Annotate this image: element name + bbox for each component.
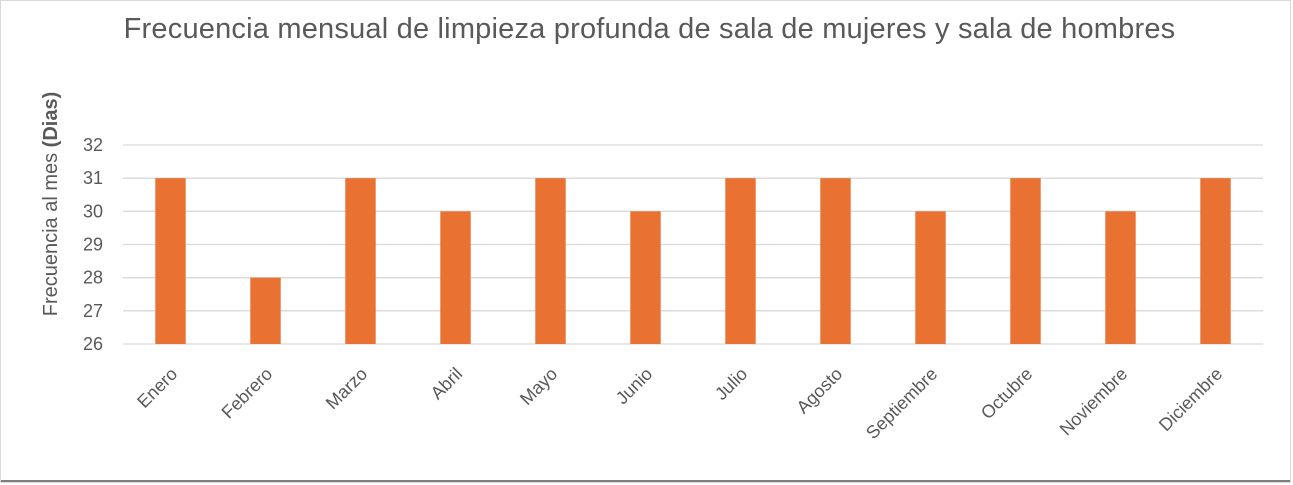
- x-tick-label: Noviembre: [1056, 364, 1132, 440]
- bar-diciembre: [1200, 178, 1231, 344]
- x-tick-labels: Enero Febrero Marzo Abril Mayo Junio Julio Agos…: [133, 364, 1226, 443]
- x-tick-label: Enero: [133, 364, 181, 412]
- y-axis-label-unit: (Dias): [40, 92, 62, 148]
- y-tick-label: 32: [83, 135, 103, 155]
- y-tick-labels: 26 27 28 29 30 31 32: [83, 135, 103, 354]
- x-tick-label: Abril: [427, 364, 467, 404]
- bar-marzo: [345, 178, 376, 344]
- x-tick-label: Septiembre: [862, 364, 941, 443]
- y-axis-label-main: Frecuencia al mes: [40, 147, 62, 316]
- gridlines: [123, 144, 1263, 345]
- bar-noviembre: [1105, 211, 1136, 344]
- bar-octubre: [1010, 178, 1041, 344]
- y-axis-label: Frecuencia al mes (Dias): [40, 92, 62, 317]
- x-tick-label: Agosto: [793, 364, 847, 418]
- bar-febrero: [250, 277, 281, 344]
- bar-abril: [440, 211, 471, 344]
- bar-mayo: [535, 178, 566, 344]
- x-tick-label: Diciembre: [1155, 364, 1226, 435]
- bar-junio: [630, 211, 661, 344]
- bar-septiembre: [915, 211, 946, 344]
- x-tick-label: Julio: [711, 364, 751, 404]
- bar-enero: [155, 178, 186, 344]
- chart-title: Frecuencia mensual de limpieza profunda …: [123, 13, 1176, 45]
- y-tick-label: 30: [83, 201, 103, 221]
- y-tick-label: 27: [83, 301, 103, 321]
- y-tick-label: 29: [83, 235, 103, 255]
- x-tick-label: Junio: [612, 364, 657, 409]
- bottom-border: [1, 480, 1290, 482]
- bars: [155, 178, 1231, 344]
- x-tick-label: Febrero: [218, 364, 277, 423]
- bar-julio: [725, 178, 756, 344]
- y-tick-label: 28: [83, 268, 103, 288]
- y-tick-label: 26: [83, 334, 103, 354]
- y-tick-label: 31: [83, 168, 103, 188]
- bar-agosto: [820, 178, 851, 344]
- x-tick-label: Marzo: [322, 364, 372, 414]
- x-tick-label: Mayo: [516, 364, 561, 409]
- x-tick-label: Octubre: [977, 364, 1036, 423]
